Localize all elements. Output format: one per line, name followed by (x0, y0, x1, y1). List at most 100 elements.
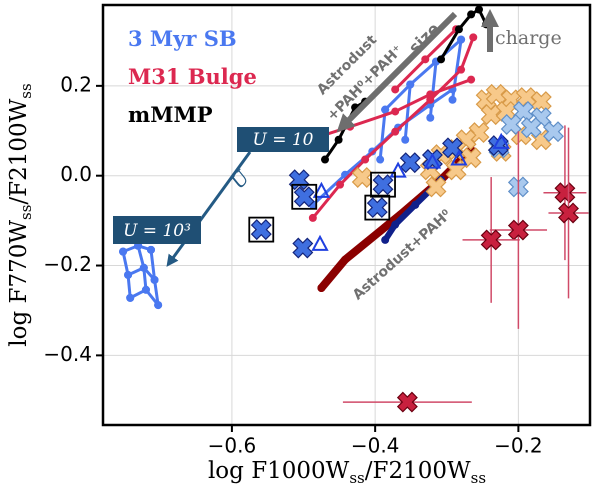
x-marker (558, 202, 579, 224)
x-axis-label: log F1000Wss/F2100Wss (208, 458, 486, 487)
square-marker (291, 183, 318, 210)
x-marker (351, 167, 373, 188)
model-point (391, 85, 400, 94)
triangle-marker (450, 149, 468, 166)
model-point (124, 270, 133, 279)
x-marker (372, 174, 394, 196)
x-marker (500, 114, 522, 135)
model-point (391, 127, 400, 136)
model-point (437, 55, 446, 64)
annotation: U (227, 166, 255, 193)
label-box (237, 127, 329, 152)
label-part: /F2100W (365, 458, 471, 484)
x-marker (399, 152, 421, 174)
label-part: ss (17, 83, 35, 98)
model-point (141, 285, 150, 294)
square-marker (370, 171, 396, 198)
x-marker (293, 186, 315, 208)
size-arrow (336, 11, 458, 133)
model-point (406, 80, 415, 89)
model-point (467, 75, 476, 84)
label-part: ss (349, 469, 364, 487)
triangle-marker (312, 181, 331, 198)
x-marker (554, 182, 576, 204)
model-point (426, 113, 435, 122)
legend-label: M31 Bulge (128, 64, 257, 89)
model-point (421, 55, 430, 64)
model-point (341, 255, 350, 264)
annotation: charge (495, 27, 562, 49)
y-tick-label: −0.4 (43, 342, 92, 366)
label-part: /F2100W (6, 98, 32, 204)
model-point (391, 220, 400, 229)
x-marker (480, 229, 502, 251)
model-point (457, 65, 466, 74)
annotation: size (405, 19, 443, 57)
x-marker (396, 391, 418, 413)
plot-area (119, 5, 589, 413)
model-line (378, 108, 387, 162)
label-part: log F1000W (208, 458, 350, 484)
model-point (401, 135, 410, 144)
model-line (403, 83, 412, 142)
x-marker (292, 237, 314, 259)
label-part: ss (471, 469, 486, 487)
model-point (146, 245, 155, 254)
model-point (454, 25, 463, 34)
triangle-marker (311, 234, 329, 251)
label-part: ss (17, 205, 35, 220)
annotation: U = 10³ (123, 221, 191, 241)
x-marker (485, 83, 507, 105)
x-marker (487, 135, 509, 157)
x-tick-label: −0.2 (494, 434, 543, 458)
model-point (126, 293, 135, 302)
model-point (467, 10, 476, 19)
square-marker (248, 216, 275, 243)
model-point (150, 275, 159, 284)
ticks: −0.6 −0.4 −0.2 −0.4 −0.2 0.0 0.2 (43, 72, 542, 457)
model-point (426, 90, 435, 99)
x-marker (250, 219, 272, 241)
x-tick-label: −0.4 (351, 434, 400, 458)
y-tick-label: 0.0 (60, 162, 92, 186)
triangle-marker (423, 152, 442, 169)
x-marker (495, 100, 517, 122)
label-box (113, 216, 201, 244)
x-marker (460, 147, 482, 169)
model-point (457, 35, 466, 44)
label-part: log F770W (6, 220, 32, 347)
annotation: U = 10 (252, 130, 313, 150)
legend-label: mMMP (128, 102, 213, 127)
x-marker (480, 104, 502, 126)
x-marker (543, 121, 564, 143)
model-point (336, 180, 345, 189)
model-point (321, 155, 330, 164)
legend-label: 3 Myr SB (128, 26, 237, 51)
model-point (469, 33, 478, 42)
triangle-marker (389, 161, 407, 178)
model-point (334, 135, 343, 144)
model-point (381, 105, 390, 114)
x-marker (425, 176, 447, 198)
y-axis-label: log F770Wss/F2100Wss (6, 83, 35, 346)
model-line (428, 60, 438, 120)
model-point (448, 95, 457, 104)
model-point (376, 155, 385, 164)
x-marker (366, 197, 388, 219)
model-line (383, 38, 463, 112)
model-point (308, 213, 317, 222)
model-point (317, 283, 326, 292)
model-point (119, 247, 128, 256)
model-point (391, 107, 400, 116)
model-point (154, 301, 163, 310)
model-point (474, 5, 483, 14)
model-point (411, 200, 420, 209)
model-point (381, 235, 390, 244)
y-tick-label: −0.2 (43, 252, 92, 276)
x-marker (520, 117, 542, 139)
y-tick-label: 0.2 (60, 72, 92, 96)
x-tick-label: −0.6 (208, 434, 257, 458)
model-point (361, 155, 370, 164)
triangle-marker (492, 132, 510, 149)
